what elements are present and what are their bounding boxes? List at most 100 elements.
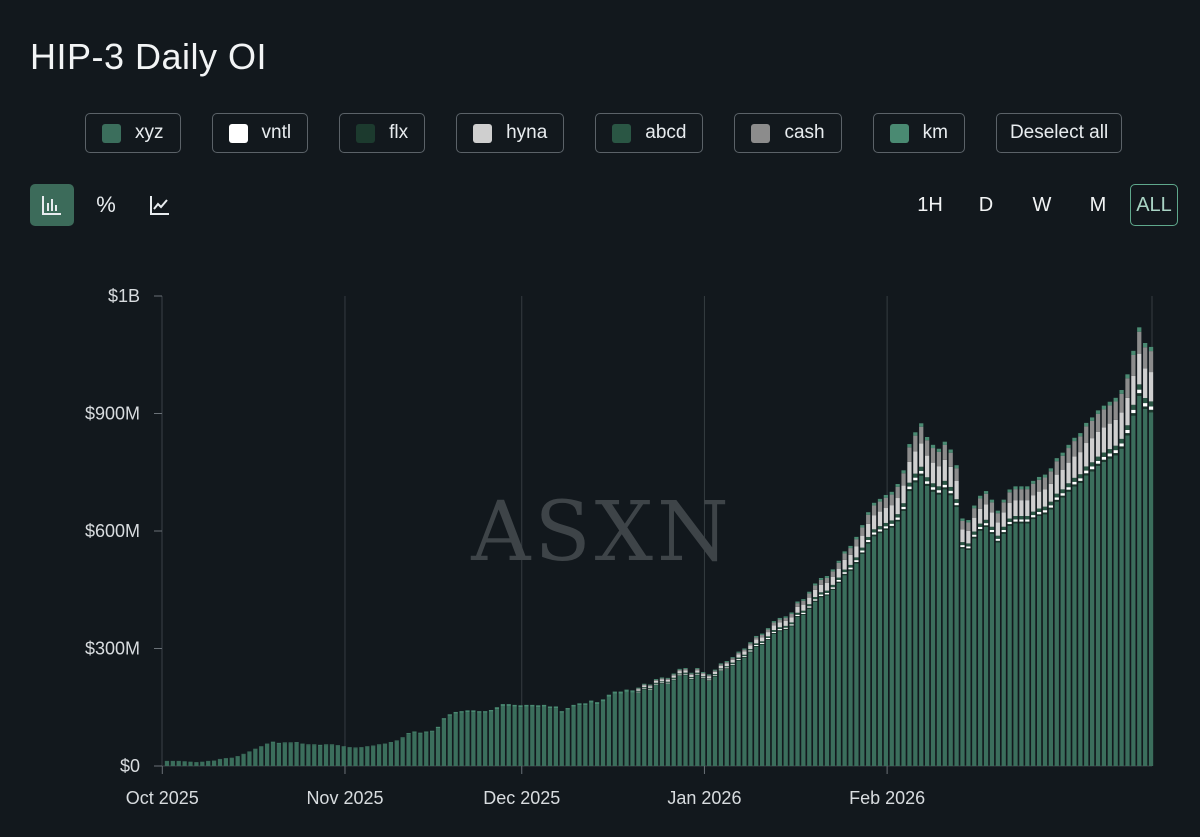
bar-segment-hyna[interactable]: [789, 617, 794, 623]
bar-segment-abcd[interactable]: [1031, 511, 1036, 516]
bar-segment-km[interactable]: [954, 465, 959, 469]
bar-segment-flx[interactable]: [919, 473, 924, 476]
bar-segment-km[interactable]: [919, 423, 924, 427]
bar-segment-hyna[interactable]: [1042, 489, 1048, 507]
bar-segment-xyz[interactable]: [818, 597, 824, 766]
bar-segment-cash[interactable]: [995, 513, 1000, 523]
bar-segment-km[interactable]: [995, 510, 1000, 514]
bar-segment-xyz[interactable]: [459, 712, 464, 766]
bar-segment-flx[interactable]: [960, 547, 965, 549]
bar-segment-cash[interactable]: [842, 553, 847, 560]
bar-segment-km[interactable]: [530, 704, 535, 707]
bar-segment-xyz[interactable]: [530, 706, 535, 766]
bar-segment-xyz[interactable]: [1084, 475, 1089, 766]
bar-segment-flx[interactable]: [877, 531, 883, 534]
bar-segment-xyz[interactable]: [1107, 458, 1112, 766]
bar-segment-hyna[interactable]: [653, 680, 659, 683]
bar-segment-hyna[interactable]: [989, 512, 995, 527]
bar-segment-cash[interactable]: [1119, 393, 1124, 413]
bar-segment-km[interactable]: [1113, 397, 1118, 402]
bar-segment-vntl[interactable]: [966, 546, 971, 549]
bar-segment-abcd[interactable]: [1072, 477, 1077, 482]
bar-segment-xyz[interactable]: [1019, 523, 1024, 766]
bar-segment-vntl[interactable]: [1113, 450, 1118, 454]
bar-segment-flx[interactable]: [818, 596, 824, 598]
bar-segment-cash[interactable]: [783, 617, 788, 621]
bar-segment-hyna[interactable]: [907, 461, 912, 483]
bar-segment-xyz[interactable]: [695, 675, 700, 766]
bar-segment-hyna[interactable]: [848, 554, 853, 565]
bar-segment-xyz[interactable]: [536, 707, 541, 766]
bar-segment-xyz[interactable]: [789, 626, 794, 766]
bar-segment-cash[interactable]: [925, 440, 930, 456]
legend-item-vntl[interactable]: vntl: [211, 113, 309, 153]
bar-segment-flx[interactable]: [995, 540, 1000, 543]
bar-segment-abcd[interactable]: [1125, 425, 1130, 430]
bar-segment-abcd[interactable]: [983, 519, 989, 524]
bar-segment-km[interactable]: [270, 741, 276, 743]
bar-segment-abcd[interactable]: [930, 483, 936, 488]
bar-segment-km[interactable]: [536, 705, 541, 708]
bar-segment-km[interactable]: [388, 742, 393, 743]
bar-segment-cash[interactable]: [942, 444, 947, 460]
bar-segment-km[interactable]: [901, 470, 906, 474]
bar-segment-km[interactable]: [659, 677, 665, 679]
bar-segment-flx[interactable]: [748, 651, 753, 653]
bar-segment-vntl[interactable]: [1001, 529, 1006, 533]
bar-segment-km[interactable]: [595, 702, 600, 705]
bar-segment-hyna[interactable]: [1148, 372, 1154, 402]
bar-segment-abcd[interactable]: [1060, 489, 1065, 494]
bar-segment-vntl[interactable]: [1119, 443, 1124, 447]
bar-segment-km[interactable]: [877, 498, 883, 502]
bar-segment-cash[interactable]: [1031, 483, 1036, 496]
bar-segment-xyz[interactable]: [1090, 471, 1095, 766]
bar-segment-flx[interactable]: [742, 657, 747, 658]
bar-segment-km[interactable]: [341, 746, 346, 748]
bar-segment-xyz[interactable]: [712, 676, 718, 766]
bar-segment-km[interactable]: [948, 449, 953, 453]
bar-segment-km[interactable]: [989, 499, 995, 503]
bar-segment-cash[interactable]: [683, 669, 688, 671]
bar-segment-xyz[interactable]: [1131, 415, 1136, 766]
bar-segment-abcd[interactable]: [989, 526, 995, 530]
bar-segment-flx[interactable]: [895, 519, 900, 522]
bar-segment-xyz[interactable]: [960, 548, 965, 766]
bar-segment-abcd[interactable]: [836, 577, 841, 580]
bar-segment-km[interactable]: [624, 689, 629, 692]
bar-segment-hyna[interactable]: [771, 625, 777, 631]
bar-segment-hyna[interactable]: [706, 676, 712, 679]
bar-segment-flx[interactable]: [989, 532, 995, 534]
bar-segment-abcd[interactable]: [919, 466, 924, 471]
bar-segment-abcd[interactable]: [1101, 452, 1107, 457]
bar-segment-flx[interactable]: [913, 480, 918, 483]
bar-segment-vntl[interactable]: [783, 627, 788, 629]
bar-segment-xyz[interactable]: [919, 475, 924, 766]
bar-segment-km[interactable]: [1048, 468, 1053, 472]
bar-segment-flx[interactable]: [948, 493, 953, 496]
bar-segment-cash[interactable]: [1125, 378, 1130, 398]
bar-segment-xyz[interactable]: [1048, 509, 1053, 766]
bar-segment-xyz[interactable]: [771, 633, 777, 766]
bar-segment-hyna[interactable]: [783, 620, 788, 626]
bar-segment-flx[interactable]: [1131, 413, 1136, 416]
bar-segment-abcd[interactable]: [942, 480, 947, 485]
bar-segment-abcd[interactable]: [795, 612, 800, 615]
bar-segment-xyz[interactable]: [860, 553, 865, 766]
bar-segment-cash[interactable]: [1054, 461, 1059, 475]
bar-segment-vntl[interactable]: [930, 487, 936, 490]
bar-segment-abcd[interactable]: [683, 672, 688, 674]
bar-segment-abcd[interactable]: [754, 643, 759, 645]
bar-segment-xyz[interactable]: [424, 732, 429, 766]
bar-segment-xyz[interactable]: [206, 761, 211, 766]
bar-segment-vntl[interactable]: [983, 523, 989, 526]
bar-segment-flx[interactable]: [1048, 507, 1053, 510]
bar-segment-hyna[interactable]: [765, 632, 771, 637]
bar-segment-xyz[interactable]: [1143, 408, 1148, 766]
bar-segment-abcd[interactable]: [960, 542, 965, 546]
bar-segment-abcd[interactable]: [824, 590, 830, 593]
bar-segment-vntl[interactable]: [1095, 460, 1101, 464]
bar-segment-cash[interactable]: [948, 452, 953, 467]
bar-segment-km[interactable]: [335, 745, 340, 746]
bar-segment-cash[interactable]: [871, 505, 877, 516]
bar-segment-km[interactable]: [577, 703, 582, 706]
